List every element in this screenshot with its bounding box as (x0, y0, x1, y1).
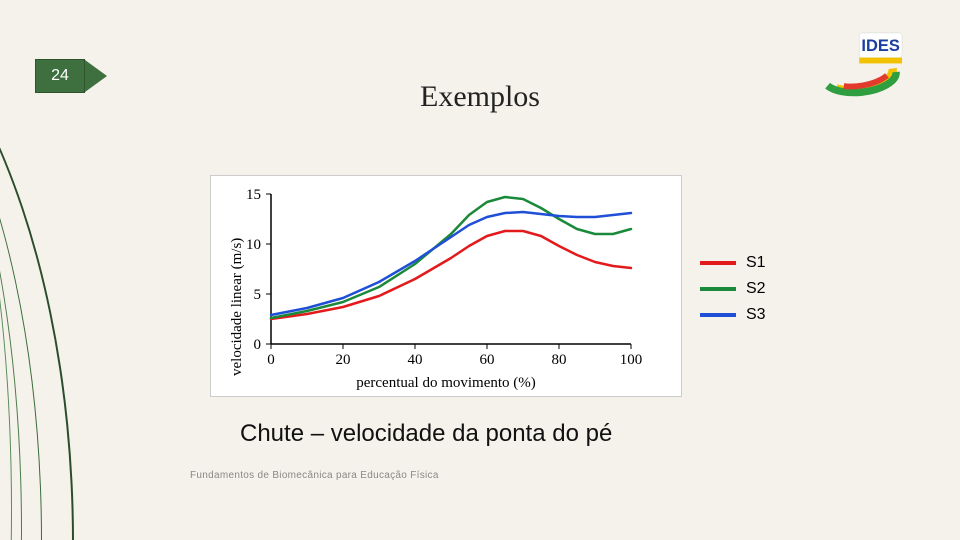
svg-text:5: 5 (254, 287, 262, 303)
svg-text:20: 20 (336, 352, 351, 368)
chart-xlabel: percentual do movimento (%) (211, 375, 681, 392)
legend-item: S2 (700, 276, 766, 302)
svg-text:0: 0 (267, 352, 275, 368)
svg-text:40: 40 (408, 352, 423, 368)
series-S3 (271, 212, 631, 315)
legend-swatch (700, 287, 736, 291)
slide-footer: Fundamentos de Biomecânica para Educação… (190, 470, 439, 481)
velocity-chart: velocidade linear (m/s) 0 20 40 60 80 100 0 5 10… (210, 175, 682, 397)
chart-svg: 0 20 40 60 80 100 0 5 10 15 (211, 176, 681, 371)
svg-text:80: 80 (552, 352, 567, 368)
legend-swatch (700, 313, 736, 317)
svg-text:60: 60 (480, 352, 495, 368)
svg-text:15: 15 (246, 187, 261, 203)
svg-text:10: 10 (246, 237, 261, 253)
slide-title: Exemplos (0, 80, 960, 114)
chart-legend: S1 S2 S3 (700, 250, 766, 328)
legend-item: S1 (700, 250, 766, 276)
legend-label: S3 (746, 306, 766, 324)
chart-ylabel: velocidade linear (m/s) (229, 238, 246, 376)
legend-label: S2 (746, 280, 766, 298)
svg-text:100: 100 (620, 352, 643, 368)
legend-item: S3 (700, 302, 766, 328)
chart-caption: Chute – velocidade da ponta do pé (240, 420, 612, 448)
logo-text: IDES (861, 37, 899, 55)
legend-swatch (700, 261, 736, 265)
svg-text:0: 0 (254, 337, 262, 353)
legend-label: S1 (746, 254, 766, 272)
